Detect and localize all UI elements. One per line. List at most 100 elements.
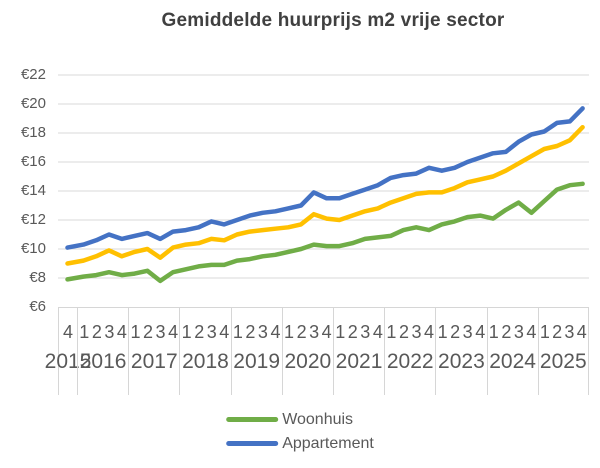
quarter-label: 4 <box>475 322 486 342</box>
quarter-label: 1 <box>539 322 550 342</box>
y-tick-label: €20 <box>20 95 46 112</box>
y-tick-label: €22 <box>20 66 46 83</box>
quarter-label: 3 <box>513 322 524 342</box>
legend-item-appartement: Appartement <box>226 433 374 454</box>
quarter-label: 2 <box>245 322 256 342</box>
quarter-label: 4 <box>62 322 73 342</box>
quarter-label: 3 <box>360 322 371 342</box>
year-label: 2024 <box>489 350 536 373</box>
year-label: 2016 <box>79 350 127 373</box>
year-cell-2016: 1 2 3 4 2016 <box>77 308 128 395</box>
quarter-label: 2 <box>296 322 307 342</box>
year-label-row: 2015 <box>45 351 92 373</box>
quarter-label: 2 <box>194 322 205 342</box>
quarter-label: 1 <box>488 322 499 342</box>
year-cell-2023: 1 2 3 4 2023 <box>435 308 486 395</box>
year-cell-2025: 1 2 3 4 2025 <box>537 308 589 395</box>
legend-label-woonhuis: Woonhuis <box>282 410 354 428</box>
quarter-label: 1 <box>335 322 346 342</box>
y-tick-label: €12 <box>20 211 46 228</box>
quarter-label: 3 <box>411 322 422 342</box>
year-label: 2022 <box>386 350 434 373</box>
plot-area <box>58 74 589 284</box>
legend: Woonhuis Appartement <box>226 409 374 454</box>
quarter-label: 4 <box>424 322 435 342</box>
year-label-row: 2020 <box>283 351 333 373</box>
year-label: 2025 <box>539 350 587 373</box>
year-cell-2022: 1 2 3 4 2022 <box>384 308 435 395</box>
year-cell-2019: 1 2 3 4 2019 <box>230 308 282 395</box>
year-label: 2023 <box>438 350 485 373</box>
y-tick-label: €6 <box>29 298 46 315</box>
quarter-label: 1 <box>181 322 192 342</box>
quarter-label: 3 <box>257 322 268 342</box>
quarter-label: 1 <box>79 322 90 342</box>
year-label-row: 2016 <box>78 351 128 373</box>
quarter-label: 3 <box>462 322 473 342</box>
quarter-label: 4 <box>372 322 383 342</box>
year-cell-2015: 4 2015 <box>45 308 92 395</box>
quarter-label: 3 <box>104 322 115 342</box>
quarter-label: 4 <box>526 322 537 342</box>
y-tick-label: €8 <box>29 269 46 286</box>
quarter-label: 4 <box>219 322 230 342</box>
year-label: 2019 <box>233 350 281 373</box>
year-label-row: 2023 <box>436 351 486 373</box>
legend-label-appartement: Appartement <box>282 434 374 452</box>
quarter-label: 4 <box>321 322 332 342</box>
year-label-row: 2017 <box>129 351 179 373</box>
year-label-row: 2019 <box>232 351 282 373</box>
appartement-line-swatch <box>226 441 279 446</box>
year-label: 2015 <box>44 350 92 373</box>
year-label-row: 2021 <box>334 351 384 373</box>
year-label: 2021 <box>335 350 383 373</box>
quarter-label: 3 <box>309 322 320 342</box>
y-tick-label: €18 <box>20 124 46 141</box>
quarter-labels-row: 4 <box>59 323 77 342</box>
quarter-label: 2 <box>143 322 154 342</box>
quarter-label: 1 <box>437 322 448 342</box>
quarter-label: 4 <box>576 322 587 342</box>
year-label-row: 2025 <box>539 351 588 373</box>
y-tick-label: €16 <box>20 153 46 170</box>
quarter-label: 4 <box>116 322 127 342</box>
chart-title: Gemiddelde huurprijs m2 vrije sector <box>161 10 505 31</box>
quarter-label: 4 <box>168 322 179 342</box>
quarter-label: 2 <box>398 322 409 342</box>
quarter-label: 1 <box>284 322 295 342</box>
quarter-label: 2 <box>347 322 358 342</box>
quarter-label: 3 <box>155 322 166 342</box>
quarter-label: 2 <box>450 322 461 342</box>
year-label: 2020 <box>284 350 332 373</box>
appartement-series-line <box>65 106 585 250</box>
woonhuis-series-line <box>65 181 585 284</box>
quarter-label: 2 <box>91 322 102 342</box>
year-cell-2021: 1 2 3 4 2021 <box>332 308 384 395</box>
year-label-row: 2018 <box>180 351 230 373</box>
year-label-row: 2022 <box>385 351 435 373</box>
quarter-label: 1 <box>130 322 141 342</box>
year-cell-2020: 1 2 3 4 2020 <box>281 308 333 395</box>
quarter-label: 3 <box>564 322 575 342</box>
quarter-label: 2 <box>501 322 512 342</box>
year-label: 2018 <box>182 350 229 373</box>
quarter-label: 2 <box>552 322 563 342</box>
year-cell-2024: 1 2 3 4 2024 <box>486 308 538 395</box>
year-cell-2017: 1 2 3 4 2017 <box>128 308 179 395</box>
quarter-label: 1 <box>386 322 397 342</box>
y-tick-label: €10 <box>20 240 46 257</box>
quarter-label: 3 <box>206 322 217 342</box>
legend-item-woonhuis: Woonhuis <box>226 409 374 430</box>
year-label: 2017 <box>130 350 178 373</box>
y-tick-label: €14 <box>20 182 46 199</box>
